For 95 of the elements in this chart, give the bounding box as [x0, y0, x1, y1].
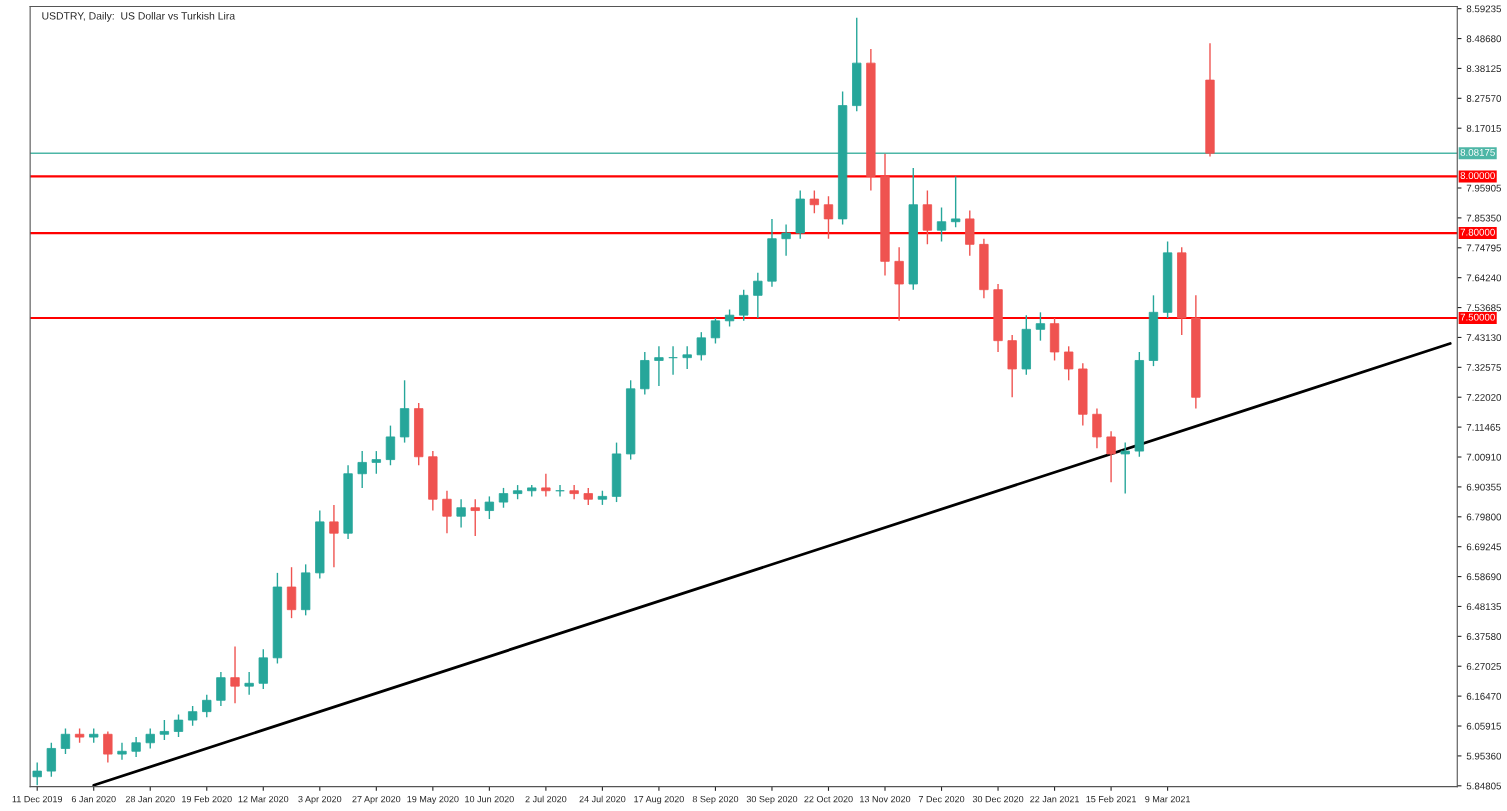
- candlestick: [145, 727, 155, 750]
- y-tick-label: 8.17015: [1466, 124, 1502, 132]
- x-tick-label: 7 Dec 2020: [918, 795, 965, 803]
- y-tick-label: 6.79800: [1466, 513, 1502, 521]
- candlestick: [498, 487, 509, 509]
- candlestick: [202, 693, 212, 718]
- candlestick: [569, 484, 579, 500]
- y-tick-label: 6.27025: [1466, 662, 1502, 670]
- candlestick: [894, 246, 904, 322]
- candlestick: [329, 504, 339, 568]
- y-tick-label: 6.90355: [1466, 483, 1502, 491]
- candlestick: [32, 761, 42, 786]
- candlestick: [230, 645, 240, 704]
- ref-line-label: 7.50000: [1460, 313, 1495, 321]
- y-tick-label: 8.27570: [1466, 95, 1502, 102]
- candlestick: [654, 345, 664, 387]
- x-tick-label: 24 Jul 2020: [579, 795, 626, 803]
- y-tick-label: 6.16470: [1466, 692, 1502, 700]
- candlestick: [456, 498, 466, 529]
- candlestick: [541, 473, 551, 498]
- candlestick: [753, 271, 763, 319]
- x-tick-label: 19 Feb 2020: [182, 795, 232, 803]
- x-tick-label: 22 Jan 2021: [1030, 795, 1079, 803]
- x-tick-label: 8 Sep 2020: [692, 795, 739, 805]
- x-tick-label: 13 Nov 2020: [860, 795, 911, 803]
- candlestick: [442, 490, 452, 534]
- x-tick-label: 30 Sep 2020: [746, 795, 798, 805]
- y-tick-label: 7.32575: [1466, 364, 1502, 371]
- candlestick: [286, 566, 297, 619]
- candlestick: [60, 727, 71, 755]
- candlestick: [46, 742, 56, 778]
- x-tick-label: 15 Feb 2021: [1086, 795, 1136, 803]
- y-tick-label: 6.05915: [1466, 722, 1502, 730]
- candlestick: [1106, 430, 1116, 483]
- candlestick: [371, 450, 381, 475]
- y-tick-label: 5.95360: [1466, 752, 1502, 760]
- y-tick-label: 6.69245: [1466, 543, 1502, 551]
- x-tick-label: 10 Jun 2020: [465, 795, 514, 803]
- x-tick-label: 19 May 2020: [407, 795, 459, 805]
- x-tick-label: 2 Jul 2020: [525, 795, 567, 803]
- candlestick: [216, 671, 226, 707]
- candlestick: [357, 450, 367, 489]
- candlestick: [1035, 311, 1046, 342]
- x-tick-label: 17 Aug 2020: [634, 795, 684, 805]
- candlestick: [484, 495, 495, 520]
- candlestick: [117, 742, 127, 761]
- candlestick: [385, 424, 396, 466]
- y-tick-label: 8.59235: [1466, 5, 1502, 13]
- candlestick: [682, 345, 692, 370]
- x-tick-label: 11 Dec 2019: [12, 795, 63, 803]
- y-tick-label: 8.48680: [1466, 35, 1502, 43]
- x-tick-label: 22 Oct 2020: [804, 795, 853, 803]
- candlestick: [1092, 407, 1102, 449]
- candlestick: [809, 189, 820, 214]
- y-tick-label: 7.00910: [1466, 453, 1502, 461]
- y-tick-label: 6.48135: [1466, 603, 1502, 611]
- y-tick-label: 5.84805: [1466, 782, 1502, 790]
- candlestick: [1120, 441, 1130, 495]
- x-tick-label: 3 Apr 2020: [298, 795, 342, 805]
- x-tick-label: 9 Mar 2021: [1145, 795, 1190, 803]
- candlestick: [710, 317, 721, 345]
- ref-line-label: 7.80000: [1460, 228, 1495, 236]
- y-tick-label: 7.53685: [1466, 304, 1502, 312]
- y-tick-label: 7.85350: [1466, 214, 1502, 222]
- y-tick-label: 7.95905: [1466, 184, 1502, 192]
- candlestick: [951, 175, 961, 229]
- x-tick-label: 6 Jan 2020: [71, 795, 116, 803]
- candlestick: [187, 705, 198, 727]
- candlestick: [823, 195, 834, 240]
- y-tick-label: 7.43130: [1466, 334, 1502, 342]
- candlestick: [1064, 345, 1074, 381]
- x-tick-label: 27 Apr 2020: [352, 795, 401, 805]
- candlestick: [470, 498, 480, 537]
- y-tick-label: 7.11465: [1466, 423, 1501, 431]
- ref-line-label: 8.08175: [1460, 148, 1495, 156]
- x-tick-label: 12 Mar 2020: [238, 795, 289, 803]
- ref-line-label: 8.00000: [1460, 172, 1495, 180]
- chart-title: USDTRY, Daily: US Dollar vs Turkish Lira: [42, 11, 236, 22]
- y-tick-label: 6.37580: [1466, 633, 1502, 640]
- x-tick-label: 30 Dec 2020: [972, 795, 1024, 803]
- y-tick-label: 7.22020: [1466, 393, 1502, 401]
- y-tick-label: 7.64240: [1466, 274, 1502, 282]
- candlestick: [781, 223, 791, 257]
- candlestick: [739, 288, 749, 322]
- candlestick: [173, 713, 184, 738]
- candlestick: [131, 736, 141, 758]
- y-tick-label: 6.58690: [1466, 573, 1502, 581]
- candlestick: [103, 730, 113, 764]
- y-tick-label: 8.38125: [1466, 65, 1502, 73]
- y-tick-label: 7.74795: [1466, 244, 1502, 252]
- x-tick-label: 28 Jan 2020: [125, 795, 175, 803]
- candlestick: [159, 719, 170, 741]
- candlestick: [936, 206, 947, 243]
- candlestick: [696, 331, 706, 362]
- candlestick: [244, 671, 254, 696]
